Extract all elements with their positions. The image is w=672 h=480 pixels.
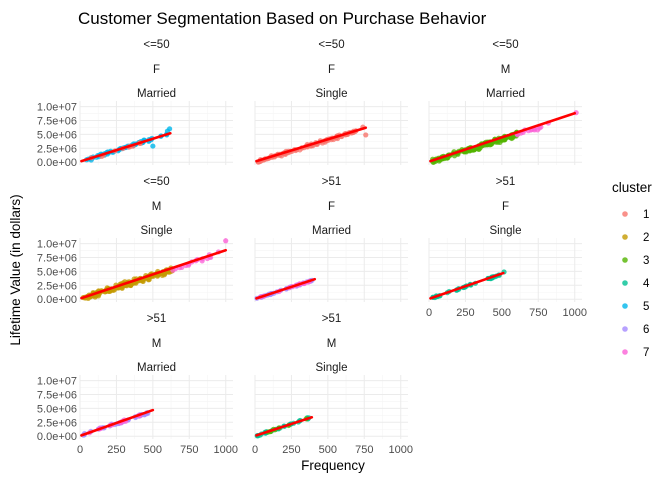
- facet-strip-label: F: [153, 64, 160, 76]
- trend-line: [255, 415, 314, 437]
- facet-strip-label: >51: [322, 313, 342, 325]
- x-axis-label: Frequency: [301, 458, 365, 473]
- x-tick-label: 500: [493, 307, 511, 319]
- facet-strip-label: Married: [486, 88, 525, 100]
- facet-strip-label: M: [327, 338, 337, 350]
- facet-panel: <=50 M Single 0.0e+00 2.5e+06 5.0e+06 7.5e+061…: [37, 176, 233, 306]
- legend-key: [622, 326, 628, 332]
- trend-line: [429, 271, 505, 300]
- x-tick-label: 1000: [562, 307, 586, 319]
- y-tick-label: 7.5e+06: [37, 252, 77, 264]
- trend-line: [255, 277, 317, 300]
- panels: <=50 F Married 0.0e+00 2.5e+06 5.0e+06 7.5e+06…: [37, 39, 587, 456]
- y-tick-label: 5.0e+06: [37, 403, 77, 415]
- legend-key: [622, 303, 628, 309]
- chart-title: Customer Segmentation Based on Purchase …: [78, 9, 487, 28]
- facet-strip-label: >51: [322, 176, 342, 188]
- x-tick-label: 750: [529, 307, 547, 319]
- facet-strip-label: Single: [141, 225, 173, 237]
- y-tick-label: 2.5e+06: [37, 417, 77, 429]
- legend-key: [622, 280, 628, 286]
- x-tick-label: 1000: [213, 444, 237, 456]
- trend-line: [80, 248, 228, 300]
- facet-strip-label: M: [152, 201, 162, 213]
- facet-strip-label: <=50: [143, 176, 169, 188]
- legend-label: 2: [643, 232, 649, 244]
- legend-items: 1 2 3 4 5 6 7: [622, 209, 650, 359]
- facet-strip-label: >51: [147, 313, 167, 325]
- x-tick-label: 0: [426, 307, 432, 319]
- y-tick-label: 0.0e+00: [37, 157, 77, 169]
- trend-line: [80, 131, 172, 163]
- x-tick-label: 250: [282, 444, 300, 456]
- x-tick-label: 0: [77, 444, 83, 456]
- facet-strip-label: F: [502, 201, 509, 213]
- x-tick-label: 250: [456, 307, 474, 319]
- legend-key: [622, 349, 628, 355]
- y-tick-label: 7.5e+06: [37, 115, 77, 127]
- facet-strip-label: <=50: [492, 39, 518, 51]
- data-point: [164, 128, 171, 134]
- facet-strip-label: M: [152, 338, 162, 350]
- x-tick-label: 0: [252, 444, 258, 456]
- y-tick-label: 2.5e+06: [37, 143, 77, 155]
- facet-panel: <=50 M Married: [428, 39, 582, 165]
- facet-strip-label: F: [328, 201, 335, 213]
- facet-strip-label: F: [328, 64, 335, 76]
- x-tick-label: 1000: [388, 444, 412, 456]
- facet-panel: <=50 F Married 0.0e+00 2.5e+06 5.0e+06 7.5e+06…: [37, 39, 233, 169]
- legend-label: 5: [643, 301, 649, 313]
- facet-panel: <=50 F Single: [254, 39, 408, 165]
- legend-label: 4: [643, 278, 650, 290]
- facet-panel: >51MMarried0.0e+002.5e+065.0e+067.5e+061…: [37, 313, 238, 456]
- trend-line: [80, 408, 155, 437]
- facet-strip-label: Married: [312, 225, 351, 237]
- legend-label: 6: [643, 324, 649, 336]
- facet-strip-label: Single: [316, 362, 348, 374]
- facet-panel: >51 F Single 0 250 500 750 1000: [426, 176, 587, 319]
- facet-strip-label: <=50: [143, 39, 169, 51]
- x-tick-label: 750: [355, 444, 373, 456]
- legend-key: [622, 211, 628, 217]
- y-tick-label: 7.5e+06: [37, 389, 77, 401]
- legend-label: 3: [643, 255, 649, 267]
- facet-strip-label: >51: [496, 176, 516, 188]
- legend: cluster 1 2 3 4 5 6 7: [612, 180, 652, 359]
- legend-title: cluster: [612, 180, 652, 195]
- y-tick-label: 2.5e+06: [37, 280, 77, 292]
- y-tick-label: 1.0e+07: [37, 376, 77, 388]
- facet-panel: >51 M Single 0 250 500 750 1000: [252, 313, 413, 456]
- x-tick-label: 250: [107, 444, 125, 456]
- data-point: [223, 238, 229, 244]
- facet-panel: >51 F Married: [254, 176, 408, 302]
- y-tick-label: 1.0e+07: [37, 102, 77, 114]
- legend-label: 1: [643, 209, 649, 221]
- trend-line: [255, 126, 368, 163]
- y-tick-label: 5.0e+06: [37, 266, 77, 278]
- x-tick-label: 750: [180, 444, 198, 456]
- facet-strip-label: Single: [490, 225, 522, 237]
- y-tick-label: 0.0e+00: [37, 431, 77, 443]
- facet-strip-label: Married: [137, 88, 176, 100]
- facet-strip-label: M: [501, 64, 511, 76]
- legend-key: [622, 257, 628, 263]
- data-point: [363, 132, 369, 138]
- trend-line: [429, 111, 577, 163]
- x-tick-label: 500: [144, 444, 162, 456]
- data-point: [531, 127, 538, 133]
- y-tick-label: 0.0e+00: [37, 294, 77, 306]
- facet-strip-label: <=50: [318, 39, 344, 51]
- facet-strip-label: Married: [137, 362, 176, 374]
- data-point: [150, 143, 156, 149]
- y-tick-label: 5.0e+06: [37, 129, 77, 141]
- y-tick-label: 1.0e+07: [37, 239, 77, 251]
- facet-strip-label: Single: [316, 88, 348, 100]
- legend-label: 7: [643, 347, 649, 359]
- legend-key: [622, 234, 628, 240]
- y-axis-label: Lifetime Value (in dollars): [8, 194, 23, 345]
- x-tick-label: 500: [319, 444, 337, 456]
